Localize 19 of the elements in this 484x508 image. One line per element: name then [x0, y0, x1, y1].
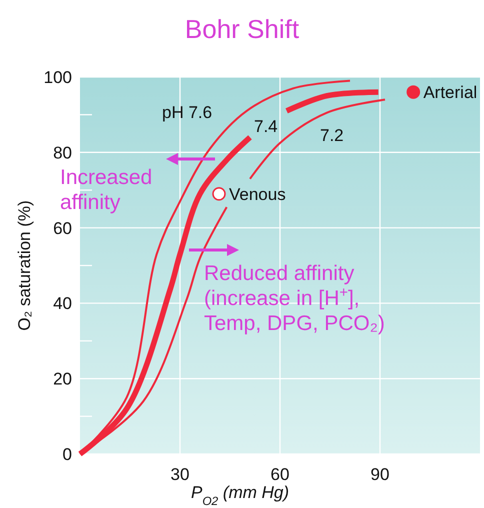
- y-tick-label: 80: [53, 143, 72, 162]
- y-tick-label: 100: [44, 68, 72, 87]
- y-axis-title: O₂ saturation (%): [15, 200, 34, 331]
- series-label: 7.4: [254, 117, 278, 136]
- x-tick-label: 90: [370, 465, 390, 484]
- annotation: Reduced affinity (increase in [H$^{+}$], Temp, DPG, PCO₂): [204, 262, 385, 335]
- x-tick-label: 60: [270, 465, 290, 484]
- series-label: Venous: [229, 184, 286, 204]
- x-axis-title: P$_{O2}$ (mm Hg): [190, 483, 290, 508]
- y-tick-label: 20: [53, 370, 72, 389]
- y-tick-label: 0: [62, 445, 72, 464]
- y-tick-label: 40: [53, 294, 72, 314]
- series-label: Arterial: [423, 83, 478, 102]
- x-tick-label: 30: [170, 465, 190, 484]
- annotation: Increased affinity: [60, 166, 152, 214]
- chart-title: Bohr Shift: [184, 14, 300, 44]
- series-label: pH 7.6: [162, 103, 212, 122]
- series-label: 7.2: [320, 126, 344, 145]
- y-tick-label: 60: [53, 218, 72, 238]
